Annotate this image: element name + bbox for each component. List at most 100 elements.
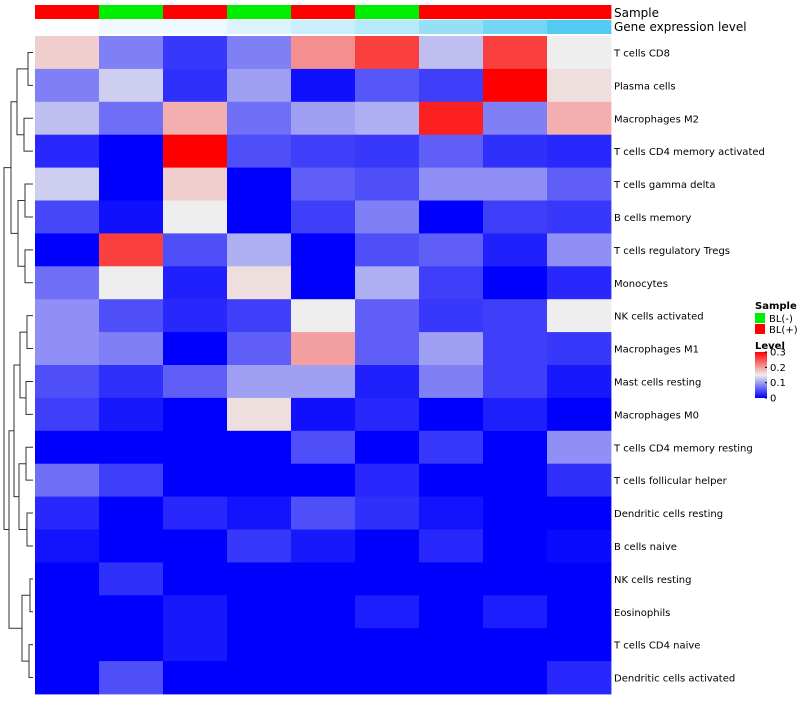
dendrogram-branch	[26, 512, 33, 547]
expression-annotation-label: Gene expression level	[614, 20, 747, 34]
heatmap-cell	[419, 595, 484, 629]
heatmap-cell	[547, 101, 612, 136]
row-label: Monocytes	[614, 279, 668, 290]
heatmap-cell	[227, 562, 292, 596]
legend-sample-label: BL(+)	[769, 325, 798, 336]
heatmap-cell	[99, 200, 164, 234]
heatmap-cell	[35, 299, 100, 333]
heatmap-cell	[35, 200, 100, 234]
heatmap-cell	[163, 332, 228, 366]
row-label: Macrophages M2	[614, 114, 699, 125]
heatmap-cell	[483, 397, 548, 432]
heatmap-cell	[163, 562, 228, 596]
heatmap-cell	[99, 134, 164, 168]
heatmap-cell	[483, 496, 548, 530]
sample-annotation-cell	[547, 5, 612, 19]
row-label: Plasma cells	[614, 81, 676, 92]
heatmap-cell	[419, 628, 484, 662]
heatmap-cell	[291, 233, 356, 267]
legend-level-ticks: 0.3 0.2 0.1 0	[765, 348, 786, 405]
heatmap-cell	[163, 463, 228, 497]
heatmap-cell	[419, 36, 484, 70]
heatmap-cell	[483, 529, 548, 563]
heatmap-cell	[99, 332, 164, 366]
heatmap-cell	[355, 167, 420, 201]
sample-annotation-bar	[35, 5, 612, 19]
heatmap-cell	[291, 661, 356, 695]
heatmap-cell	[99, 68, 164, 103]
heatmap-cell	[547, 167, 612, 201]
expression-annotation-cell	[355, 20, 420, 34]
heatmap-cell	[483, 595, 548, 629]
expression-annotation-cell	[291, 20, 356, 34]
expression-annotation-cell	[483, 20, 548, 34]
heatmap-cell	[35, 463, 100, 497]
heatmap-cell	[419, 529, 484, 563]
row-label: T cells CD4 memory activated	[613, 147, 765, 158]
dendrogram-branch	[26, 315, 33, 350]
heatmap-cell	[35, 332, 100, 366]
heatmap-cell	[99, 397, 164, 432]
heatmap-cell	[355, 68, 420, 103]
heatmap-cells	[35, 36, 612, 695]
legend-level-tick-label: 0.1	[770, 378, 786, 389]
heatmap-cell	[483, 628, 548, 662]
heatmap-cell	[227, 36, 292, 70]
heatmap-cell	[547, 562, 612, 596]
heatmap-cell	[99, 233, 164, 267]
dendrogram-branch	[29, 578, 33, 613]
expression-annotation-cell	[419, 20, 484, 34]
heatmap-cell	[547, 266, 612, 300]
sample-annotation-cell	[163, 5, 228, 19]
heatmap-cell	[419, 101, 484, 136]
heatmap-cell	[99, 299, 164, 333]
heatmap-cell	[227, 332, 292, 366]
row-label: NK cells resting	[614, 575, 691, 586]
heatmap-cell	[99, 628, 164, 662]
heatmap-cell	[355, 332, 420, 366]
heatmap-cell	[483, 233, 548, 267]
expression-annotation-cell	[99, 20, 164, 34]
heatmap-cell	[163, 365, 228, 399]
heatmap-cell	[227, 200, 292, 234]
heatmap-cell	[547, 397, 612, 432]
heatmap-cell	[99, 365, 164, 399]
heatmap-cell	[227, 233, 292, 267]
heatmap-cell	[419, 430, 484, 465]
heatmap-cell	[163, 661, 228, 695]
heatmap-cell	[99, 266, 164, 300]
heatmap-cell	[547, 332, 612, 366]
dendrogram-branch	[28, 644, 33, 679]
heatmap-cell	[483, 661, 548, 695]
heatmap-cell	[419, 562, 484, 596]
heatmap-cell	[483, 266, 548, 300]
heatmap-cell	[291, 463, 356, 497]
dendrogram-branch	[3, 167, 11, 530]
heatmap-cell	[227, 397, 292, 432]
heatmap-cell	[547, 365, 612, 399]
heatmap-cell	[291, 529, 356, 563]
heatmap-cell	[483, 430, 548, 465]
row-label: B cells naive	[614, 542, 677, 553]
heatmap-cell	[163, 68, 228, 103]
sample-annotation-label: Sample	[614, 6, 659, 20]
heatmap-cell	[355, 595, 420, 629]
heatmap-cell	[291, 595, 356, 629]
heatmap-cell	[291, 496, 356, 530]
legend-level-tick-label: 0.3	[770, 348, 786, 359]
heatmap-cell	[99, 562, 164, 596]
heatmap-cell	[483, 134, 548, 168]
heatmap-cell	[483, 299, 548, 333]
expression-annotation-cell	[547, 20, 612, 34]
heatmap-cell	[163, 36, 228, 70]
heatmap-cell	[99, 529, 164, 563]
heatmap-cell	[99, 463, 164, 497]
sample-annotation-cell	[291, 5, 356, 19]
heatmap-cell	[291, 562, 356, 596]
heatmap-cell	[483, 332, 548, 366]
heatmap-cell	[227, 595, 292, 629]
dendrogram-branch	[24, 183, 33, 218]
heatmap-cell	[227, 529, 292, 563]
